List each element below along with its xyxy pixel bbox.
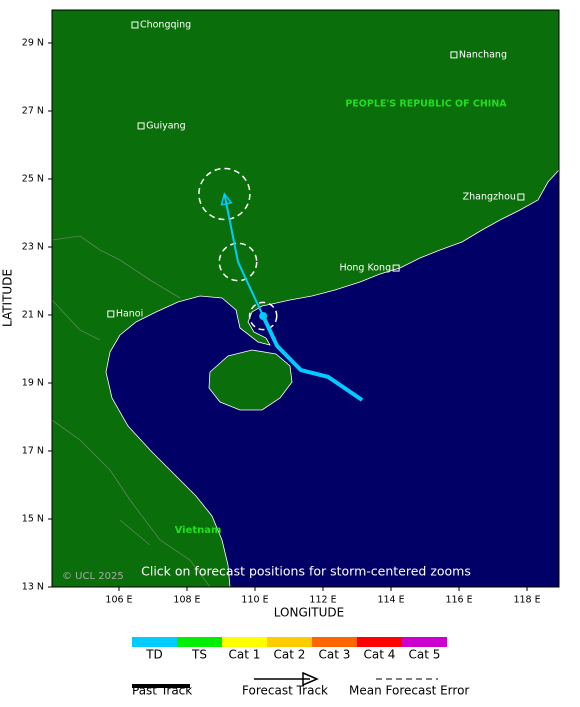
legend-label: Forecast Track — [242, 684, 328, 698]
legend-swatch — [177, 637, 222, 647]
x-tick-label: 114 E — [377, 595, 404, 606]
city-marker — [137, 122, 145, 130]
y-tick-label: 25 N — [22, 173, 44, 184]
city-label: Nanchang — [459, 49, 507, 60]
legend-label: TS — [191, 648, 207, 662]
city-marker — [450, 51, 458, 59]
forecast-error-circle — [198, 167, 251, 221]
map-frame — [51, 9, 560, 588]
city-label: Guiyang — [146, 120, 186, 131]
legend-swatch — [402, 637, 447, 647]
city-marker — [517, 193, 525, 201]
current-position — [259, 312, 268, 321]
legend-label: Cat 5 — [409, 648, 441, 662]
legend-swatch — [222, 637, 267, 647]
forecast-arrowhead — [220, 192, 233, 206]
y-tick-label: 29 N — [22, 37, 44, 48]
hainan-island — [208, 349, 293, 411]
legend-label: TD — [145, 648, 163, 662]
country-label: PEOPLE'S REPUBLIC OF CHINA — [345, 99, 507, 110]
x-tick-label: 106 E — [105, 595, 132, 606]
x-tick-label: 118 E — [513, 595, 540, 606]
forecast-error-circle — [248, 301, 278, 331]
y-tick-label: 19 N — [22, 377, 44, 388]
y-tick-label: 23 N — [22, 241, 44, 252]
city-label: Hanoi — [116, 308, 143, 319]
legend-label: Past Track — [132, 684, 192, 698]
y-axis-label: LATITUDE — [1, 269, 15, 327]
x-tick-label: 116 E — [445, 595, 472, 606]
borders — [51, 235, 211, 588]
past-track — [261, 315, 364, 402]
legend-label: Cat 1 — [229, 648, 261, 662]
city-label: Chongqing — [140, 19, 191, 30]
x-axis-label: LONGITUDE — [274, 606, 344, 620]
forecast-track — [223, 193, 265, 317]
y-tick-label: 17 N — [22, 445, 44, 456]
x-tick-label: 112 E — [309, 595, 336, 606]
city-label: Zhangzhou — [463, 192, 516, 203]
city-marker — [131, 21, 139, 29]
legend-swatch — [267, 637, 312, 647]
city-marker — [392, 264, 400, 272]
legend-label: Cat 2 — [274, 648, 306, 662]
x-tick-label: 108 E — [173, 595, 200, 606]
hint: Click on forecast positions for storm-ce… — [141, 564, 471, 579]
forecast-arrow-legend — [302, 671, 319, 687]
city-label: Hong Kong — [339, 263, 391, 274]
country-label: Vietnam — [175, 525, 222, 536]
legend-label: Cat 4 — [364, 648, 396, 662]
copyright: © UCL 2025 — [62, 571, 124, 582]
y-tick-label: 15 N — [22, 513, 44, 524]
legend-label: Cat 3 — [319, 648, 351, 662]
city-marker — [107, 310, 115, 318]
legend-swatch — [312, 637, 357, 647]
y-tick-label: 27 N — [22, 105, 44, 116]
forecast-error-circle — [218, 242, 258, 282]
legend-swatch — [132, 637, 177, 647]
legend-swatch — [357, 637, 402, 647]
y-tick-label: 21 N — [22, 309, 44, 320]
y-tick-label: 13 N — [22, 582, 44, 593]
legend-label: Mean Forecast Error — [349, 684, 469, 698]
x-tick-label: 110 E — [241, 595, 268, 606]
